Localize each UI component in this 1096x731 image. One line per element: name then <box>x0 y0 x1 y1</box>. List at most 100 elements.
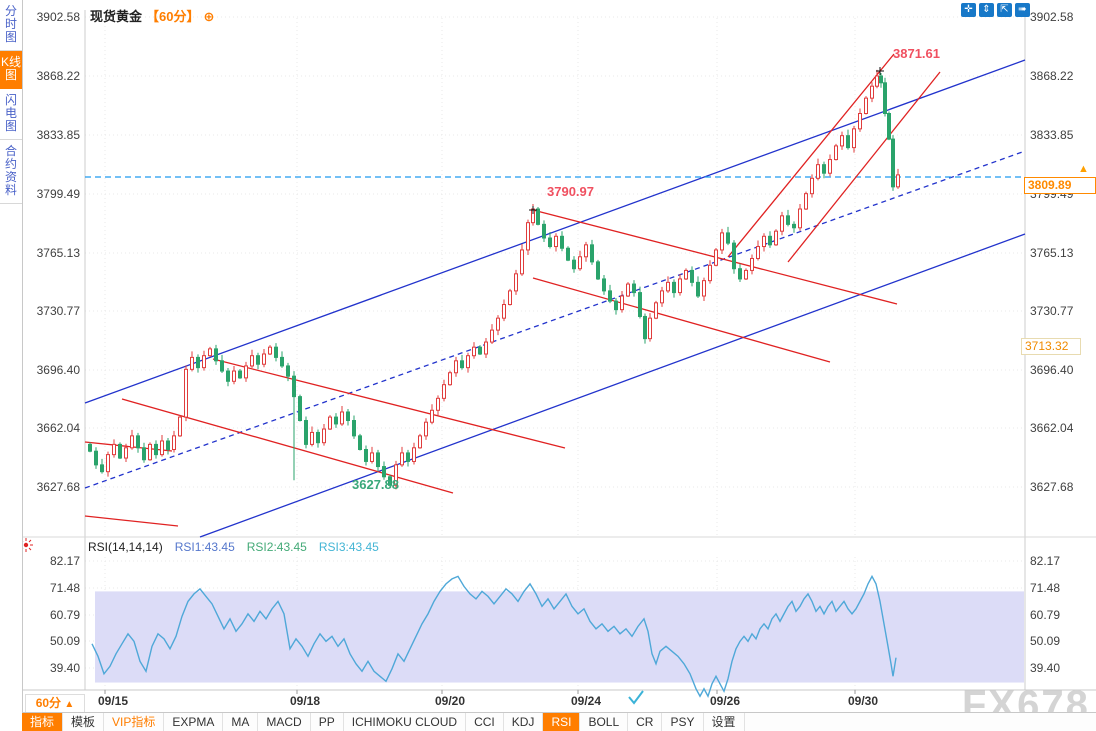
candle-body <box>142 447 146 461</box>
candle-body <box>608 290 612 302</box>
toolbar-item-ICHIMOKU CLOUD[interactable]: ICHIMOKU CLOUD <box>344 713 467 731</box>
candle-body <box>256 355 260 365</box>
sidebar-tab-2[interactable]: 闪电图 <box>0 89 22 140</box>
trendline-red-6 <box>212 358 566 449</box>
candle-body <box>526 222 530 251</box>
pop-out-icon[interactable]: ➠ <box>1015 3 1030 17</box>
candle-body <box>846 135 850 149</box>
trendline-blue-2 <box>84 150 1026 489</box>
toolbar-item-CCI[interactable]: CCI <box>466 713 504 731</box>
candle-body <box>590 244 594 263</box>
trendline-blue-1 <box>199 233 1026 538</box>
crosshair-icon[interactable]: ✛ <box>961 3 976 17</box>
date-label: 09/30 <box>848 694 878 708</box>
rsi-label-right: 82.17 <box>1030 554 1060 568</box>
candle-body <box>732 242 736 270</box>
candle-body <box>536 208 540 225</box>
candle-body <box>702 280 706 297</box>
indicator-toolbar: 指标 模板 VIP指标 EXPMA MA MACD PP ICHIMOKU CLOUD CCI K… <box>22 712 1096 731</box>
toolbar-item-PSY[interactable]: PSY <box>662 713 704 731</box>
sidebar-tab-3[interactable]: 合约资料 <box>0 140 22 204</box>
candle-body <box>262 353 266 365</box>
circle-plus-icon[interactable]: ⊕ <box>203 9 215 24</box>
candle-body <box>304 420 308 445</box>
candle-body <box>376 452 380 468</box>
toolbar-item-CR[interactable]: CR <box>628 713 663 731</box>
candle-body <box>112 443 116 456</box>
candle-body <box>632 283 636 294</box>
candle-body <box>714 249 718 266</box>
date-label: 09/24 <box>571 694 601 708</box>
toolbar-item-RSI[interactable]: RSI <box>543 713 581 731</box>
axis-range-icon[interactable]: ⇕ <box>979 3 994 17</box>
candle-body <box>672 281 676 294</box>
candle-body <box>696 281 700 297</box>
candle-body <box>804 193 808 210</box>
date-label: 09/18 <box>290 694 320 708</box>
candle-body <box>858 113 862 130</box>
candle-body <box>280 356 284 367</box>
candle-body <box>334 416 338 425</box>
price-label-left: 3799.49 <box>37 187 81 201</box>
date-label: 09/15 <box>98 694 128 708</box>
candle-body <box>364 449 368 462</box>
toolbar-item-MA[interactable]: MA <box>223 713 259 731</box>
candle-body <box>643 315 647 340</box>
candle-body <box>160 440 164 456</box>
toolbar-item-MACD[interactable]: MACD <box>258 713 311 731</box>
toolbar-item-模板[interactable]: 模板 <box>63 713 105 731</box>
candle-body <box>596 261 600 280</box>
candle-body <box>822 164 826 174</box>
candle-body <box>572 259 576 270</box>
candle-body <box>879 75 883 84</box>
axis-style-icon[interactable]: ⇱ <box>997 3 1012 17</box>
candle-body <box>484 341 488 355</box>
toolbar-item-指标[interactable]: 指标 <box>22 713 64 731</box>
candle-body <box>891 138 895 188</box>
toolbar-item-EXPMA[interactable]: EXPMA <box>164 713 224 731</box>
trendline-red-10 <box>727 53 895 258</box>
trendline-red-4 <box>84 441 173 452</box>
candle-body <box>816 164 820 179</box>
candle-body <box>202 355 206 369</box>
candle-body <box>238 370 242 379</box>
candle-body <box>638 292 642 317</box>
candle-body <box>286 365 290 377</box>
candle-body <box>810 177 814 195</box>
candle-body <box>626 283 630 297</box>
candle-body <box>780 215 784 232</box>
toolbar-item-VIP指标[interactable]: VIP指标 <box>104 713 165 731</box>
candle-body <box>466 355 470 369</box>
rsi-param-label: RSI(14,14,14) <box>88 540 163 554</box>
rsi-line <box>91 574 897 699</box>
candle-body <box>690 269 694 283</box>
price-label-left: 3696.40 <box>37 363 81 377</box>
price-label-right: 3696.40 <box>1030 363 1074 377</box>
candle-body <box>400 452 404 466</box>
candle-body <box>274 346 278 358</box>
candle-body <box>870 85 874 99</box>
candle-body <box>346 411 350 422</box>
sidebar-tab-1[interactable]: K线图 <box>0 51 22 89</box>
trendline-red-5 <box>84 515 179 527</box>
rsi3-value: RSI3:43.45 <box>318 540 379 554</box>
toolbar-item-KDJ[interactable]: KDJ <box>504 713 544 731</box>
toolbar-item-设置[interactable]: 设置 <box>704 713 745 731</box>
price-label-left: 3730.77 <box>37 304 81 318</box>
candle-body <box>566 247 570 261</box>
toolbar-item-BOLL[interactable]: BOLL <box>580 713 629 731</box>
period-selector[interactable]: 60分 ▲ <box>25 694 85 713</box>
candle-body <box>756 246 760 259</box>
sidebar-tab-0[interactable]: 分时图 <box>0 0 22 51</box>
candle-body <box>560 235 564 249</box>
candle-body <box>88 443 92 452</box>
price-label-right: 3765.13 <box>1030 246 1074 260</box>
candle-body <box>720 232 724 251</box>
toolbar-item-PP[interactable]: PP <box>311 713 344 731</box>
price-up-arrow-icon: ▲ <box>1078 163 1089 175</box>
candle-body <box>864 97 868 115</box>
candle-body <box>226 370 230 382</box>
candle-body <box>660 290 664 304</box>
